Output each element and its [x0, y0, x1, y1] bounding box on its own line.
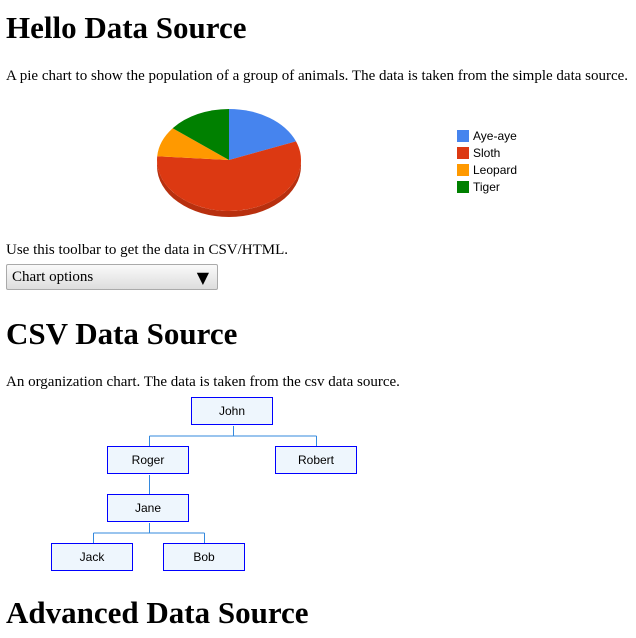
legend-swatch: [457, 163, 469, 176]
pie-slice-sloth[interactable]: [156, 141, 301, 211]
pie-slice-tiger[interactable]: [172, 109, 229, 160]
section-title: CSV Data Source: [6, 316, 238, 351]
legend-swatch: [457, 146, 469, 159]
connector-john: [149, 426, 317, 446]
org-node-robert[interactable]: Robert: [275, 446, 357, 474]
org-node-roger[interactable]: Roger: [107, 446, 189, 474]
dropdown-arrow-icon: ▼: [196, 268, 209, 287]
legend-item: Tiger: [457, 178, 500, 195]
section-description: A pie chart to show the population of a …: [6, 68, 629, 84]
pie-chart: [156, 109, 301, 217]
org-node-bob[interactable]: Bob: [163, 543, 245, 571]
org-node-jack[interactable]: Jack: [51, 543, 133, 571]
legend-label: Aye-aye: [473, 128, 517, 143]
chart-options-select[interactable]: Chart options ▼: [6, 264, 218, 290]
legend-label: Tiger: [473, 179, 500, 194]
section-description: An organization chart. The data is taken…: [6, 374, 400, 390]
legend-swatch: [457, 129, 469, 142]
legend-swatch: [457, 180, 469, 193]
connector-jane: [93, 523, 205, 543]
pie-slice-leopard[interactable]: [157, 128, 229, 160]
org-node-jane[interactable]: Jane: [107, 494, 189, 522]
section-title: Advanced Data Source: [6, 595, 309, 630]
legend-item: Aye-aye: [457, 127, 517, 144]
select-label: Chart options: [12, 268, 94, 285]
toolbar-caption: Use this toolbar to get the data in CSV/…: [6, 242, 289, 258]
org-node-john[interactable]: John: [191, 397, 273, 425]
pie-slice-aye-aye[interactable]: [229, 109, 297, 160]
legend-item: Leopard: [457, 161, 517, 178]
section-title: Hello Data Source: [6, 10, 247, 45]
legend-item: Sloth: [457, 144, 500, 161]
legend-label: Sloth: [473, 145, 501, 160]
legend-label: Leopard: [473, 162, 518, 177]
